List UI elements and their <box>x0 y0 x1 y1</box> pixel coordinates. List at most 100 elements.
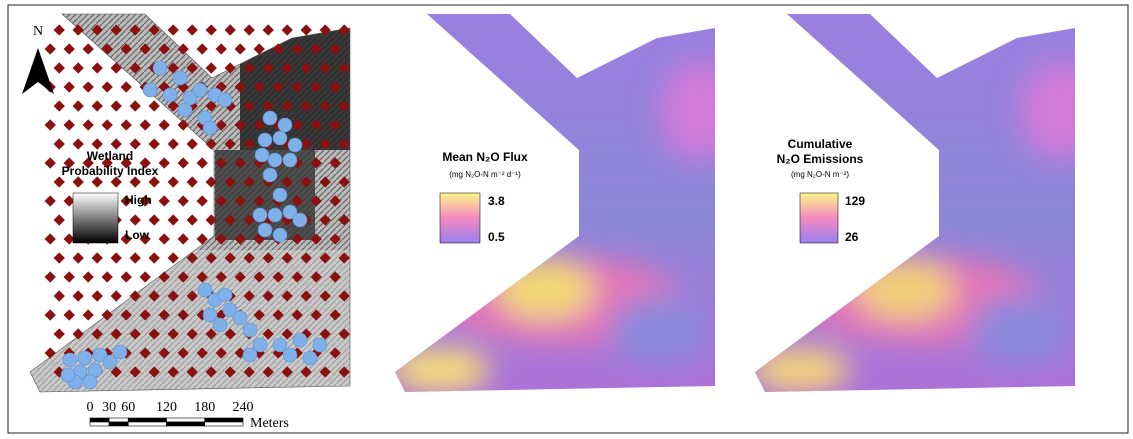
legend-low: 26 <box>845 230 859 244</box>
north-label: N <box>33 24 43 39</box>
legend-high: High <box>125 193 152 207</box>
sample-diamond <box>149 252 160 263</box>
scale-segment <box>167 422 205 426</box>
sample-diamond <box>244 24 255 35</box>
map-fill <box>970 295 1070 365</box>
sample-diamond <box>54 138 65 149</box>
sample-circle <box>268 208 282 222</box>
sample-diamond <box>149 100 160 111</box>
sample-circle <box>278 118 292 132</box>
sample-diamond <box>111 138 122 149</box>
scale-segment <box>109 418 128 422</box>
sample-diamond <box>83 119 94 130</box>
sample-diamond <box>73 290 84 301</box>
sample-diamond <box>73 252 84 263</box>
sample-circle <box>313 338 327 352</box>
sample-diamond <box>45 309 56 320</box>
sample-diamond <box>140 271 151 282</box>
scale-tick-label: 240 <box>233 400 254 415</box>
sample-diamond <box>54 214 65 225</box>
scale-segment <box>167 418 205 422</box>
sample-diamond <box>64 119 75 130</box>
sample-diamond <box>159 195 170 206</box>
sample-diamond <box>187 214 198 225</box>
sample-diamond <box>92 100 103 111</box>
north-arrow <box>22 48 54 94</box>
sample-diamond <box>159 233 170 244</box>
sample-diamond <box>92 290 103 301</box>
map-fill <box>495 260 595 320</box>
sample-diamond <box>111 252 122 263</box>
sample-diamond <box>206 24 217 35</box>
legend-title: Cumulative <box>788 137 853 151</box>
sample-circle <box>283 153 297 167</box>
sample-diamond <box>102 81 113 92</box>
sample-diamond <box>64 43 75 54</box>
sample-diamond <box>301 24 312 35</box>
sample-diamond <box>140 119 151 130</box>
sample-circle <box>263 111 277 125</box>
scale-segment <box>128 422 166 426</box>
sample-circle <box>153 61 167 75</box>
sample-diamond <box>130 138 141 149</box>
scale-tick-label: 120 <box>156 400 177 415</box>
sample-diamond <box>149 138 160 149</box>
sample-diamond <box>130 214 141 225</box>
sample-circle <box>63 353 77 367</box>
sample-diamond <box>83 309 94 320</box>
sample-diamond <box>168 138 179 149</box>
sample-diamond <box>54 290 65 301</box>
emissions-map <box>740 10 1100 400</box>
scale-tick-label: 180 <box>194 400 215 415</box>
sample-circle <box>293 213 307 227</box>
sample-circle <box>293 333 307 347</box>
scale-segment <box>90 418 109 422</box>
sample-diamond <box>102 119 113 130</box>
sample-diamond <box>197 43 208 54</box>
sample-diamond <box>168 24 179 35</box>
sample-diamond <box>92 138 103 149</box>
sample-diamond <box>92 62 103 73</box>
sample-circle <box>78 351 92 365</box>
sample-diamond <box>111 100 122 111</box>
sample-diamond <box>168 252 179 263</box>
sample-diamond <box>92 252 103 263</box>
legend-units: (mg N₂O-N m⁻² d⁻¹) <box>449 170 521 179</box>
sample-circle <box>258 223 272 237</box>
sample-circle <box>268 153 282 167</box>
sample-circle <box>273 188 287 202</box>
sample-diamond <box>187 138 198 149</box>
legend-title: Wetland <box>87 149 133 163</box>
sample-diamond <box>206 62 217 73</box>
legend-low: 0.5 <box>488 230 505 244</box>
map-fill <box>660 60 740 160</box>
sample-diamond <box>54 24 65 35</box>
sample-diamond <box>54 328 65 339</box>
sample-diamond <box>121 119 132 130</box>
sample-diamond <box>73 138 84 149</box>
sample-diamond <box>159 157 170 168</box>
map-fill <box>610 295 710 365</box>
sample-diamond <box>54 100 65 111</box>
sample-circle <box>253 208 267 222</box>
sample-circle <box>193 83 207 97</box>
legend-units: (mg N₂O-N m⁻²) <box>791 170 849 179</box>
sample-diamond <box>168 214 179 225</box>
sample-diamond <box>102 271 113 282</box>
sample-circle <box>273 131 287 145</box>
sample-circle <box>273 228 287 242</box>
sample-diamond <box>83 43 94 54</box>
sample-diamond <box>83 271 94 282</box>
legend-low: Low <box>125 228 150 242</box>
sample-circle <box>288 138 302 152</box>
sample-circle <box>243 348 257 362</box>
sample-diamond <box>187 176 198 187</box>
sample-diamond <box>130 100 141 111</box>
legend-ramp <box>440 193 480 243</box>
sample-diamond <box>225 24 236 35</box>
legend-ramp <box>800 193 838 243</box>
sample-diamond <box>45 195 56 206</box>
map-fill <box>1020 60 1100 160</box>
sample-diamond <box>130 252 141 263</box>
sample-diamond <box>45 157 56 168</box>
